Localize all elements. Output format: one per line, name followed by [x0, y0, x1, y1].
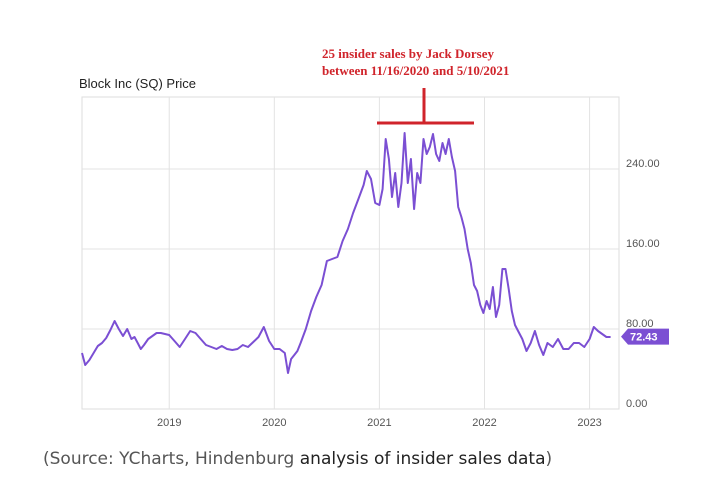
last-value-label: 72.43 [630, 332, 658, 344]
annotation-text: 25 insider sales by Jack Dorsey between … [322, 45, 509, 79]
chart-title: Block Inc (SQ) Price [79, 76, 197, 91]
y-tick-label: 240.00 [626, 158, 660, 170]
x-tick-label: 2019 [157, 417, 181, 429]
annotation-line-1: 25 insider sales by Jack Dorsey [322, 46, 495, 61]
y-tick-label: 80.00 [626, 318, 654, 330]
source-caption: (Source: YCharts, Hindenburg analysis of… [43, 449, 552, 469]
caption-suffix: ) [545, 449, 553, 469]
y-tick-label: 160.00 [626, 238, 660, 250]
plot-area [81, 96, 620, 410]
annotation-line-2: between 11/16/2020 and 5/10/2021 [322, 63, 510, 78]
x-tick-label: 2021 [367, 417, 391, 429]
price-series-line [81, 132, 611, 374]
x-tick-label: 2023 [577, 417, 601, 429]
x-tick-label: 2020 [262, 417, 286, 429]
x-tick-label: 2022 [472, 417, 496, 429]
caption-prefix: (Source: YCharts, Hindenburg [43, 449, 300, 469]
grid-lines [82, 97, 619, 409]
y-tick-label: 0.00 [626, 398, 647, 410]
annotation-bracket [377, 88, 474, 125]
caption-link[interactable]: analysis of insider sales data [299, 449, 546, 469]
last-value-badge: 72.43 [621, 328, 669, 345]
tick-labels: 0.00 80.00 160.00 240.00 2019 2020 2021 2022 202… [157, 158, 660, 429]
